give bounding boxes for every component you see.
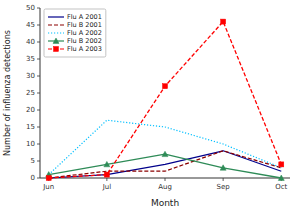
y-tick-label: 30: [26, 72, 35, 80]
x-axis-label: Month: [151, 198, 179, 208]
legend-label: Flu A 2001: [67, 13, 102, 21]
series-marker: [221, 19, 226, 24]
series-marker: [162, 151, 168, 156]
y-tick-label: 10: [26, 140, 35, 148]
y-tick-label: 25: [26, 89, 35, 97]
series-line: [49, 151, 282, 178]
y-tick: [37, 8, 40, 9]
y-tick-label: 35: [26, 55, 35, 63]
y-tick: [37, 93, 40, 94]
series-line: [49, 22, 282, 178]
x-tick: [223, 178, 224, 181]
series-marker: [104, 161, 110, 166]
y-axis: 0 5 10 15 20 25 30 35 40 45 50: [26, 4, 40, 182]
series: [49, 151, 282, 178]
y-tick-label: 15: [26, 123, 35, 131]
y-axis-label: Number of influenza detections: [3, 30, 12, 156]
y-tick: [37, 110, 40, 111]
y-tick: [37, 76, 40, 77]
y-tick: [37, 144, 40, 145]
legend-marker: [54, 47, 59, 52]
y-tick-label: 5: [31, 157, 35, 165]
legend-label: Flu B 2001: [67, 21, 102, 29]
legend-label: Flu A 2003: [67, 45, 102, 53]
series-line: [49, 151, 282, 178]
legend-swatch: [48, 24, 64, 25]
series-marker: [104, 172, 109, 177]
y-tick: [37, 59, 40, 60]
x-tick-label: Sep: [217, 183, 231, 191]
series: [49, 151, 282, 178]
legend-label: Flu A 2002: [67, 29, 102, 37]
y-tick: [37, 161, 40, 162]
series: [46, 19, 284, 180]
x-tick-label: Jul: [102, 183, 112, 191]
y-tick: [37, 42, 40, 43]
x-tick: [106, 178, 107, 181]
x-tick-label: Oct: [275, 183, 287, 191]
y-tick: [37, 127, 40, 128]
y-tick-label: 45: [26, 21, 35, 29]
series-marker: [163, 84, 168, 89]
series-marker: [279, 162, 284, 167]
y-tick-label: 20: [26, 106, 35, 114]
series-marker: [220, 165, 226, 170]
y-tick: [37, 178, 40, 179]
x-axis: Jun Jul Aug Sep Oct: [40, 178, 290, 191]
legend-box: [44, 9, 106, 57]
legend-swatch: [48, 16, 64, 17]
legend-label: Flu B 2002: [67, 37, 102, 45]
chart: 0 5 10 15 20 25 30 35 40 45 50 Number of influenza …: [0, 0, 300, 210]
series-line: [49, 154, 282, 178]
series-marker: [46, 176, 51, 181]
series-line: [49, 120, 282, 174]
x-tick-label: Aug: [158, 183, 172, 191]
y-tick-label: 0: [31, 174, 35, 182]
series-marker: [278, 175, 284, 180]
series: [49, 120, 282, 174]
y-tick-label: 50: [26, 4, 35, 12]
x-tick-label: Jun: [42, 183, 54, 191]
x-tick: [165, 178, 166, 181]
y-tick: [37, 25, 40, 26]
plot-area: [46, 19, 285, 180]
y-tick-label: 40: [26, 38, 35, 46]
legend: Flu A 2001Flu B 2001Flu A 2002Flu B 2002…: [44, 9, 106, 57]
legend-swatch: [48, 32, 64, 33]
legend-marker: [53, 38, 59, 43]
